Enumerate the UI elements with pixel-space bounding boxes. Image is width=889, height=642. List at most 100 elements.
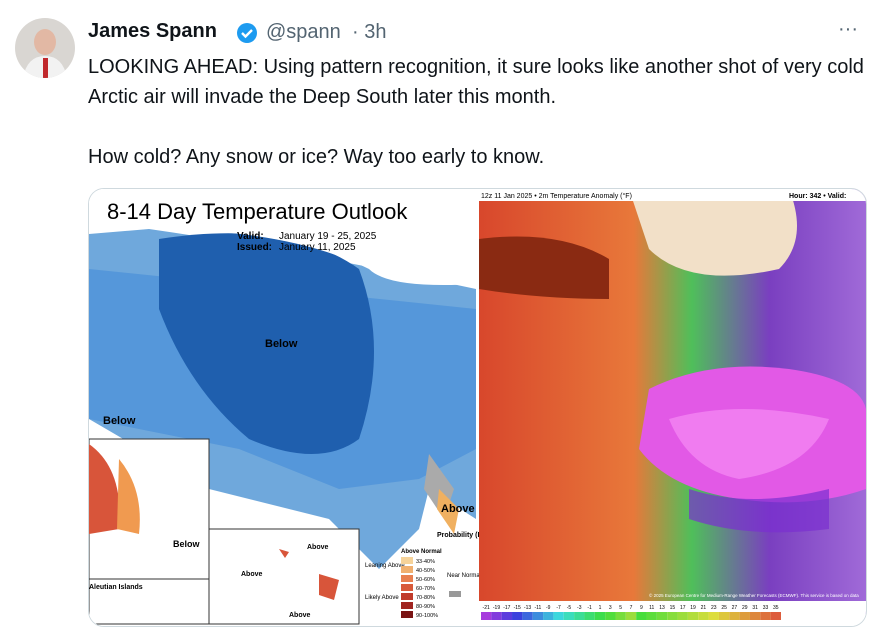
colorbar-label: -19 [493, 605, 500, 611]
colorbar-label: 21 [701, 605, 707, 611]
colorbar-cell [605, 612, 616, 620]
legend-label: Leaning Above [365, 563, 405, 569]
region-label: Above [289, 612, 311, 619]
legend-label: 40-50% [416, 568, 435, 574]
colorbar-cell [625, 612, 637, 620]
handle[interactable]: @spann [266, 21, 341, 43]
legend-label: Above Normal [401, 549, 442, 555]
colorbar-cell [594, 612, 606, 620]
colorbar-label: -15 [514, 605, 521, 611]
colorbar-label: -1 [587, 605, 592, 611]
colorbar-label: 15 [670, 605, 676, 611]
colorbar-cell [718, 612, 730, 620]
media: 8-14 Day Temperature Outlook Valid: Janu… [89, 189, 866, 626]
region-label: Above [441, 503, 475, 515]
colorbar-label: 31 [752, 605, 758, 611]
colorbar-cell [553, 612, 564, 620]
legend-label: 90-100% [416, 613, 438, 619]
colorbar-label: 9 [640, 605, 643, 611]
legend-label: Near Normal [447, 573, 481, 579]
colorbar-cell [760, 612, 771, 620]
author-name[interactable]: James Spann [88, 20, 217, 42]
legend-swatch [401, 611, 413, 618]
colorbar-cell [532, 612, 544, 620]
colorbar-label: 19 [690, 605, 696, 611]
colorbar-label: 29 [742, 605, 748, 611]
avatar[interactable] [15, 18, 75, 78]
colorbar-cell [646, 612, 657, 620]
colorbar-cell [491, 612, 502, 620]
legend-label: Likely Above [365, 595, 399, 601]
verified-badge [237, 23, 257, 43]
colorbar-label: -7 [556, 605, 561, 611]
map-header: 12z 11 Jan 2025 • 2m Temperature Anomaly… [481, 192, 632, 200]
region-label: Above [241, 571, 263, 578]
colorbar-cell [667, 612, 678, 620]
colorbar-label: 33 [763, 605, 769, 611]
colorbar-label: -5 [567, 605, 572, 611]
media-card[interactable]: 8-14 Day Temperature Outlook Valid: Janu… [88, 188, 867, 627]
colorbar-label: -17 [503, 605, 510, 611]
region-label: Below [103, 415, 136, 427]
colorbar-cell [708, 612, 719, 620]
colorbar-label: 17 [680, 605, 686, 611]
legend-label: 60-70% [416, 586, 435, 592]
legend-swatch [401, 557, 413, 564]
label: Valid: [237, 231, 264, 242]
colorbar-label: 5 [619, 605, 622, 611]
colorbar-cell [770, 612, 781, 620]
legend-label: 33-40% [416, 559, 435, 565]
label: January 11, 2025 [279, 242, 356, 253]
colorbar-label: -9 [546, 605, 551, 611]
colorbar-cell [749, 612, 761, 620]
colorbar-cell [615, 612, 626, 620]
colorbar-label: -3 [577, 605, 582, 611]
region-label: Above [307, 544, 329, 551]
colorbar-cell [512, 612, 523, 620]
colorbar-label: -13 [524, 605, 531, 611]
timestamp[interactable]: · 3h [352, 21, 387, 43]
colorbar-cell [543, 612, 554, 620]
tweet-text: LOOKING AHEAD: Using pattern recognition… [88, 56, 864, 108]
legend-swatch [401, 566, 413, 573]
colorbar-label: 27 [732, 605, 738, 611]
colorbar-label: 7 [630, 605, 633, 611]
left-map: 8-14 Day Temperature Outlook Valid: Janu… [89, 189, 533, 626]
colorbar-label: -21 [483, 605, 490, 611]
label: Aleutian Islands [89, 584, 143, 591]
more-button[interactable]: ··· [838, 18, 858, 40]
legend-label: 80-90% [416, 604, 435, 610]
colorbar-cell [687, 612, 699, 620]
colorbar-cell [584, 612, 595, 620]
region-label: Below [265, 338, 298, 350]
colorbar-cell [677, 612, 688, 620]
right-map: 12z 11 Jan 2025 • 2m Temperature Anomaly… [479, 189, 866, 626]
label: January 19 - 25, 2025 [279, 231, 377, 242]
colorbar-label: -11 [534, 605, 541, 611]
legend-swatch [401, 584, 413, 591]
colorbar-cell [501, 612, 513, 620]
colorbar-label: 23 [711, 605, 717, 611]
colorbar-label: 13 [659, 605, 665, 611]
colorbar-cell [574, 612, 585, 620]
tweet-text: How cold? Any snow or ice? Way too early… [88, 146, 545, 168]
region-label: Below [173, 539, 201, 549]
legend-label: 50-60% [416, 577, 435, 583]
colorbar-cell [698, 612, 709, 620]
legend-label: 70-80% [416, 595, 435, 601]
colorbar-cell [522, 612, 533, 620]
colorbar-label: 25 [721, 605, 727, 611]
map-header: Hour: 342 • Valid: [789, 193, 846, 200]
map-title: 8-14 Day Temperature Outlook [107, 199, 408, 224]
colorbar-cell [729, 612, 740, 620]
credit: © 2025 European Centre for Medium-Range … [649, 592, 859, 598]
colorbar-label: 1 [599, 605, 602, 611]
legend-swatch [401, 593, 413, 600]
colorbar-cell [656, 612, 668, 620]
label: Issued: [237, 242, 272, 253]
colorbar-label: 3 [609, 605, 612, 611]
colorbar-label: 11 [649, 605, 654, 611]
colorbar-label: 35 [773, 605, 779, 611]
colorbar-cell [563, 612, 575, 620]
colorbar-cell [739, 612, 750, 620]
